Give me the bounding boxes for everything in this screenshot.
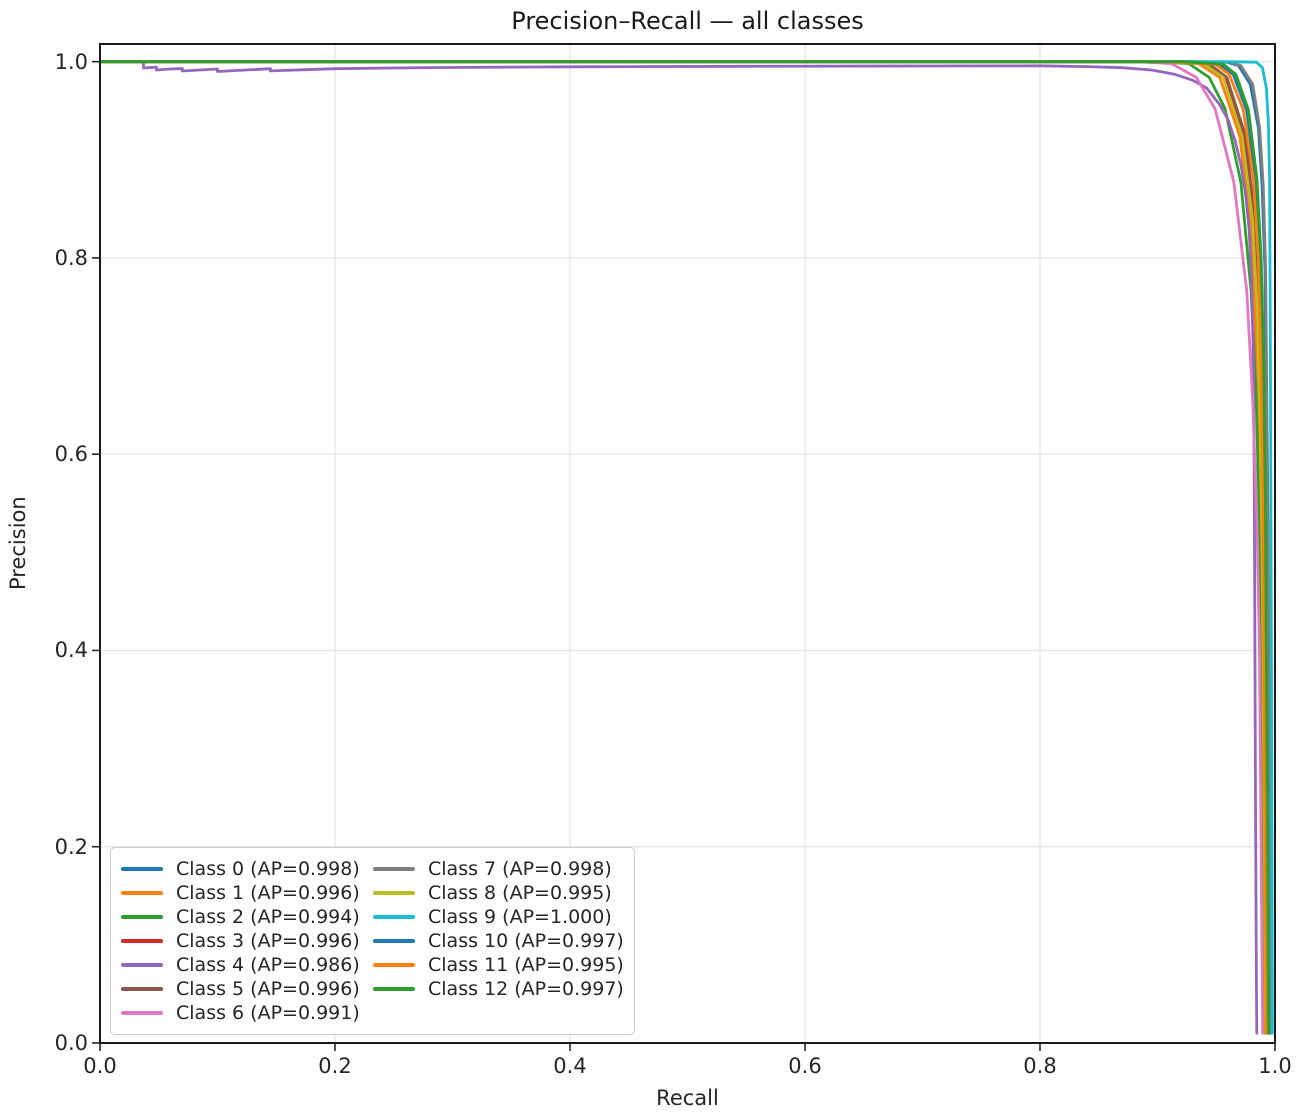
y-tick-label: 0.8 bbox=[54, 245, 88, 270]
legend-line-swatch bbox=[373, 867, 415, 871]
legend-label: Class 9 (AP=1.000) bbox=[428, 906, 612, 928]
x-tick-label: 0.2 bbox=[318, 1054, 352, 1078]
legend-line-swatch bbox=[121, 1011, 163, 1015]
legend: Class 0 (AP=0.998) Class 1 (AP=0.996) Clas… bbox=[110, 847, 635, 1035]
legend-label: Class 11 (AP=0.995) bbox=[428, 954, 624, 976]
legend-label: Class 2 (AP=0.994) bbox=[176, 906, 360, 928]
legend-label: Class 12 (AP=0.997) bbox=[428, 978, 624, 1000]
legend-label: Class 5 (AP=0.996) bbox=[176, 978, 360, 1000]
pr-curves bbox=[100, 60, 1274, 1035]
legend-line-swatch bbox=[121, 987, 163, 991]
legend-entry: Class 8 (AP=0.995) bbox=[373, 882, 624, 904]
legend-label: Class 10 (AP=0.997) bbox=[428, 930, 624, 952]
legend-entry: Class 4 (AP=0.986) bbox=[121, 954, 373, 976]
legend-entry: Class 0 (AP=0.998) bbox=[121, 858, 373, 880]
legend-entry: Class 11 (AP=0.995) bbox=[373, 954, 624, 976]
legend-line-swatch bbox=[373, 963, 415, 967]
legend-label: Class 6 (AP=0.991) bbox=[176, 1002, 360, 1024]
chart-title: Precision–Recall — all classes bbox=[511, 7, 864, 35]
x-tick-label: 0.0 bbox=[83, 1054, 117, 1078]
legend-entry: Class 5 (AP=0.996) bbox=[121, 978, 373, 1000]
y-tick-label: 0.6 bbox=[54, 442, 88, 467]
legend-line-swatch bbox=[373, 987, 415, 991]
y-axis-label: Precision bbox=[6, 496, 30, 591]
legend-line-swatch bbox=[121, 915, 163, 919]
x-tick-label: 0.4 bbox=[553, 1054, 587, 1078]
y-tick-label: 0.2 bbox=[54, 834, 88, 859]
y-tick-label: 1.0 bbox=[54, 49, 88, 74]
pr-curve-class-4 bbox=[100, 60, 1259, 1035]
legend-entry: Class 10 (AP=0.997) bbox=[373, 930, 624, 952]
legend-label: Class 0 (AP=0.998) bbox=[176, 858, 360, 880]
legend-entry: Class 12 (AP=0.997) bbox=[373, 978, 624, 1000]
plot-spines bbox=[99, 43, 1276, 1044]
legend-entry: Class 2 (AP=0.994) bbox=[121, 906, 373, 928]
x-tick-label: 0.8 bbox=[1023, 1054, 1057, 1078]
legend-line-swatch bbox=[373, 915, 415, 919]
legend-label: Class 7 (AP=0.998) bbox=[428, 858, 612, 880]
x-tick-label: 0.6 bbox=[788, 1054, 822, 1078]
tick-marks bbox=[92, 60, 1276, 1051]
legend-line-swatch bbox=[373, 939, 415, 943]
legend-entry: Class 3 (AP=0.996) bbox=[121, 930, 373, 952]
y-tick-label: 0.0 bbox=[54, 1031, 88, 1055]
legend-entry: Class 7 (AP=0.998) bbox=[373, 858, 624, 880]
legend-line-swatch bbox=[121, 963, 163, 967]
y-tick-label: 0.4 bbox=[54, 638, 88, 663]
x-axis-label: Recall bbox=[656, 1086, 719, 1110]
legend-entry: Class 9 (AP=1.000) bbox=[373, 906, 624, 928]
legend-label: Class 1 (AP=0.996) bbox=[176, 882, 360, 904]
pr-curve-class-12 bbox=[100, 60, 1270, 1035]
legend-label: Class 4 (AP=0.986) bbox=[176, 954, 360, 976]
legend-label: Class 8 (AP=0.995) bbox=[428, 882, 612, 904]
legend-entry: Class 6 (AP=0.991) bbox=[121, 1002, 373, 1024]
legend-label: Class 3 (AP=0.996) bbox=[176, 930, 360, 952]
legend-line-swatch bbox=[373, 891, 415, 895]
legend-entry: Class 1 (AP=0.996) bbox=[121, 882, 373, 904]
legend-line-swatch bbox=[121, 939, 163, 943]
x-tick-label: 1.0 bbox=[1258, 1054, 1292, 1078]
legend-line-swatch bbox=[121, 867, 163, 871]
legend-line-swatch bbox=[121, 891, 163, 895]
